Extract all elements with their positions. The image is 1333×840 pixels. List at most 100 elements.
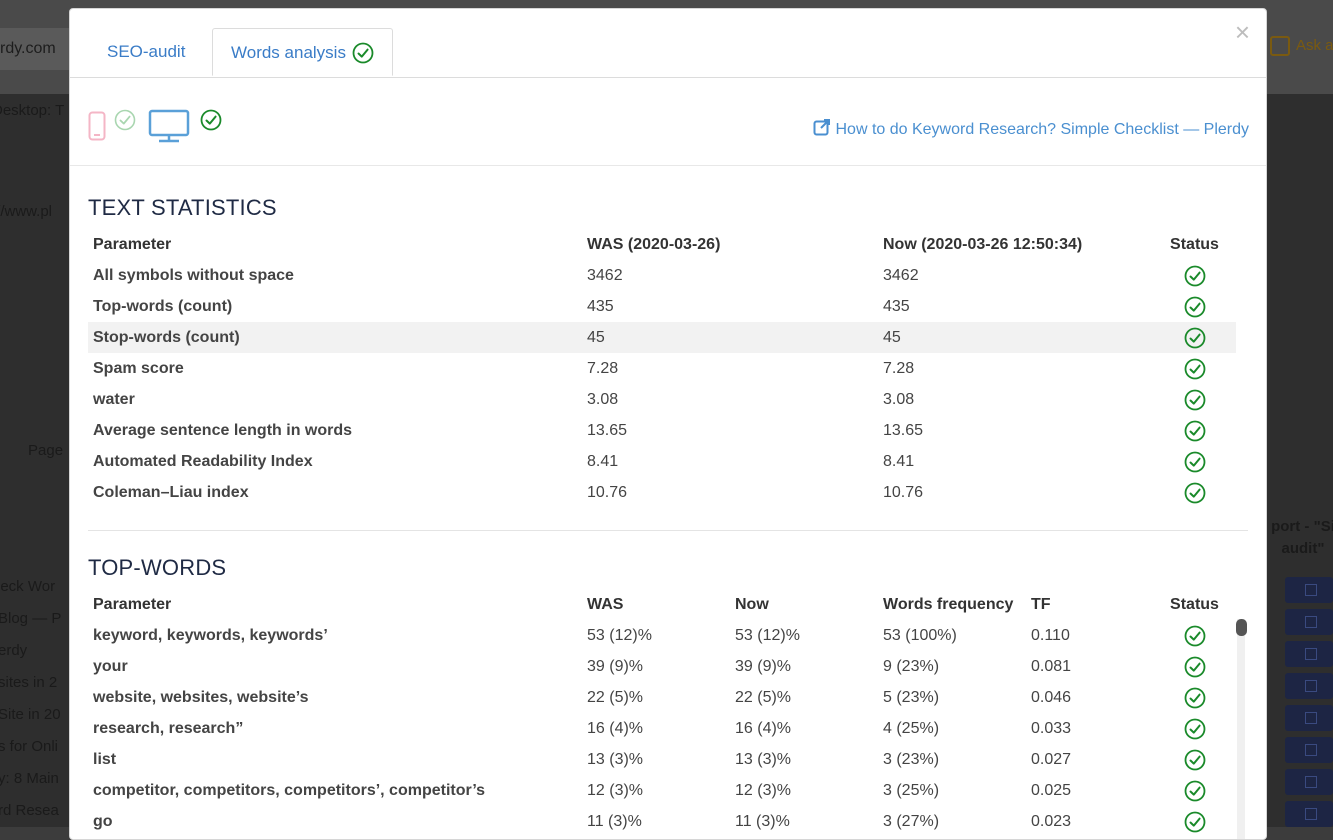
mobile-phone-icon[interactable] (88, 111, 106, 141)
now-cell: 39 (9)% (735, 657, 792, 675)
status-cell (1153, 713, 1236, 744)
check-circle-icon (1184, 358, 1205, 379)
status-cell (1153, 446, 1236, 477)
parameter-cell: research, research” (93, 719, 244, 737)
now-cell: 22 (5)% (735, 688, 792, 706)
table-row: Spam score 7.28 7.28 (88, 353, 1236, 384)
was-cell: 13.65 (587, 421, 628, 439)
now-cell: 13 (3)% (735, 750, 792, 768)
top-words-table: Parameter WAS Now Words frequency TF Sta… (88, 589, 1236, 837)
parameter-cell: your (93, 657, 128, 675)
frequency-cell: 3 (25%) (883, 781, 940, 799)
was-cell: 53 (12)% (587, 626, 652, 644)
background-text: erdy (0, 642, 28, 659)
background-ask-label: Ask a (1296, 36, 1333, 54)
tf-cell: 0.025 (1031, 781, 1072, 799)
now-cell: 45 (878, 322, 1153, 353)
status-cell (1153, 415, 1236, 446)
was-cell: 3462 (587, 266, 623, 284)
now-cell: 13.65 (883, 421, 924, 439)
check-circle-icon (1184, 625, 1205, 646)
table-row: Average sentence length in words 13.65 13.… (88, 415, 1236, 446)
parameter-cell: Top-words (count) (93, 297, 233, 315)
column-header: Now (2020-03-26 12:50:34) (883, 235, 1083, 253)
background-edit-button (1285, 641, 1333, 667)
background-text: rd Resea (0, 802, 59, 819)
scrollbar-thumb[interactable] (1236, 619, 1247, 636)
now-cell: 435 (883, 297, 910, 315)
text-statistics-title: TEXT STATISTICS (88, 195, 277, 220)
tf-cell: 0.081 (1031, 657, 1072, 675)
keyword-research-link-label: How to do Keyword Research? Simple Check… (835, 121, 1250, 138)
desktop-monitor-icon[interactable] (148, 109, 190, 143)
now-cell: 12 (3)% (735, 781, 792, 799)
check-circle-icon (1184, 296, 1205, 317)
check-circle-icon (1184, 451, 1205, 472)
background-edit-button (1285, 705, 1333, 731)
background-text: sites in 2 (0, 674, 58, 691)
status-cell (1153, 806, 1236, 837)
background-edit-button (1285, 609, 1333, 635)
background-ask-button: Ask a (1270, 36, 1333, 56)
status-cell (1153, 775, 1236, 806)
was-cell: 435 (587, 297, 614, 315)
tf-cell: 0.027 (1031, 750, 1072, 768)
background-text: s for Onli (0, 738, 59, 755)
column-header: Parameter (93, 235, 172, 253)
status-cell (1153, 651, 1236, 682)
check-circle-icon (1184, 656, 1205, 677)
section-divider (88, 530, 1248, 531)
frequency-cell: 3 (23%) (883, 750, 940, 768)
column-header: WAS (587, 595, 624, 613)
text-statistics-table: Parameter WAS (2020-03-26) Now (2020-03-… (88, 229, 1236, 508)
column-header: Words frequency (883, 595, 1014, 613)
parameter-cell: website, websites, website’s (93, 688, 309, 706)
keyword-research-link[interactable]: How to do Keyword Research? Simple Check… (813, 118, 1250, 139)
tab-seo-audit[interactable]: SEO-audit (107, 42, 186, 61)
was-cell: 11 (3)% (587, 812, 642, 830)
status-cell (1153, 477, 1236, 508)
words-analysis-modal: × SEO-audit Words analysis (69, 8, 1267, 840)
was-cell: 3.08 (587, 390, 619, 408)
external-link-icon (813, 119, 830, 136)
frequency-cell: 4 (25%) (883, 719, 940, 737)
tf-cell: 0.033 (1031, 719, 1072, 737)
parameter-cell: Average sentence length in words (93, 421, 353, 439)
table-row: keyword, keywords, keywords’ 53 (12)% 53 (… (88, 620, 1236, 651)
check-circle-icon (114, 109, 136, 131)
scrollbar-track[interactable] (1237, 619, 1245, 839)
column-header: Status (1170, 235, 1219, 253)
status-cell (1153, 744, 1236, 775)
status-cell (1153, 353, 1236, 384)
background-edit-button (1285, 737, 1333, 763)
check-circle-icon (1184, 718, 1205, 739)
table-row: Automated Readability Index 8.41 8.41 (88, 446, 1236, 477)
parameter-cell: All symbols without space (93, 266, 294, 284)
table-row: water 3.08 3.08 (88, 384, 1236, 415)
parameter-cell: keyword, keywords, keywords’ (93, 626, 328, 644)
now-cell: 53 (12)% (735, 626, 800, 644)
column-header: Status (1170, 595, 1219, 613)
frequency-cell: 9 (23%) (883, 657, 940, 675)
was-cell: 22 (5)% (587, 688, 644, 706)
top-words-rows: keyword, keywords, keywords’ 53 (12)% 53 (… (88, 620, 1236, 837)
background-text: heck Wor (0, 578, 56, 595)
status-cell (1153, 322, 1236, 353)
close-button[interactable]: × (1234, 17, 1250, 47)
parameter-cell: water (93, 390, 135, 408)
text-statistics-rows: All symbols without space 3462 3462 Top-wor… (88, 260, 1236, 508)
parameter-cell: go (93, 812, 113, 830)
now-cell: 10.76 (883, 483, 924, 501)
check-circle-icon (1184, 749, 1205, 770)
check-circle-icon (1184, 687, 1205, 708)
parameter-cell: list (93, 750, 117, 768)
now-cell: 3462 (883, 266, 919, 284)
was-cell: 8.41 (587, 452, 619, 470)
status-cell (1153, 260, 1236, 291)
table-row: go 11 (3)% 11 (3)% 3 (27%) 0.023 (88, 806, 1236, 837)
was-cell: 16 (4)% (587, 719, 644, 737)
table-row: your 39 (9)% 39 (9)% 9 (23%) 0.081 (88, 651, 1236, 682)
tab-words-analysis[interactable]: Words analysis (212, 28, 393, 76)
background-text: Desktop: T (0, 102, 65, 119)
background-url-field: rdy.com (0, 28, 72, 70)
